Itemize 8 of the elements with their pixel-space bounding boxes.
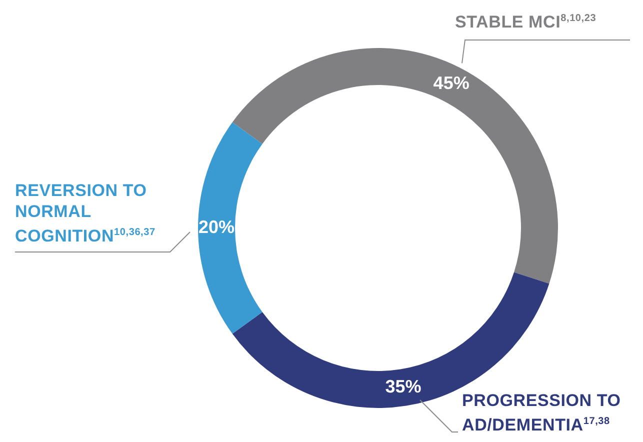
donut-slice — [232, 48, 558, 284]
slice-label: STABLE MCI$^{8,10,23}$ — [455, 12, 598, 33]
slice-label: REVERSION TO NORMAL COGNITION$^{10,36,37}$ — [15, 180, 156, 247]
data-label: 35% — [385, 376, 422, 397]
donut-slice — [198, 122, 262, 334]
data-label: 45% — [433, 73, 470, 94]
data-label: 20% — [198, 217, 235, 237]
slice-label: PROGRESSION TO AD/DEMENTIA$^{17,38}$ — [462, 390, 622, 436]
